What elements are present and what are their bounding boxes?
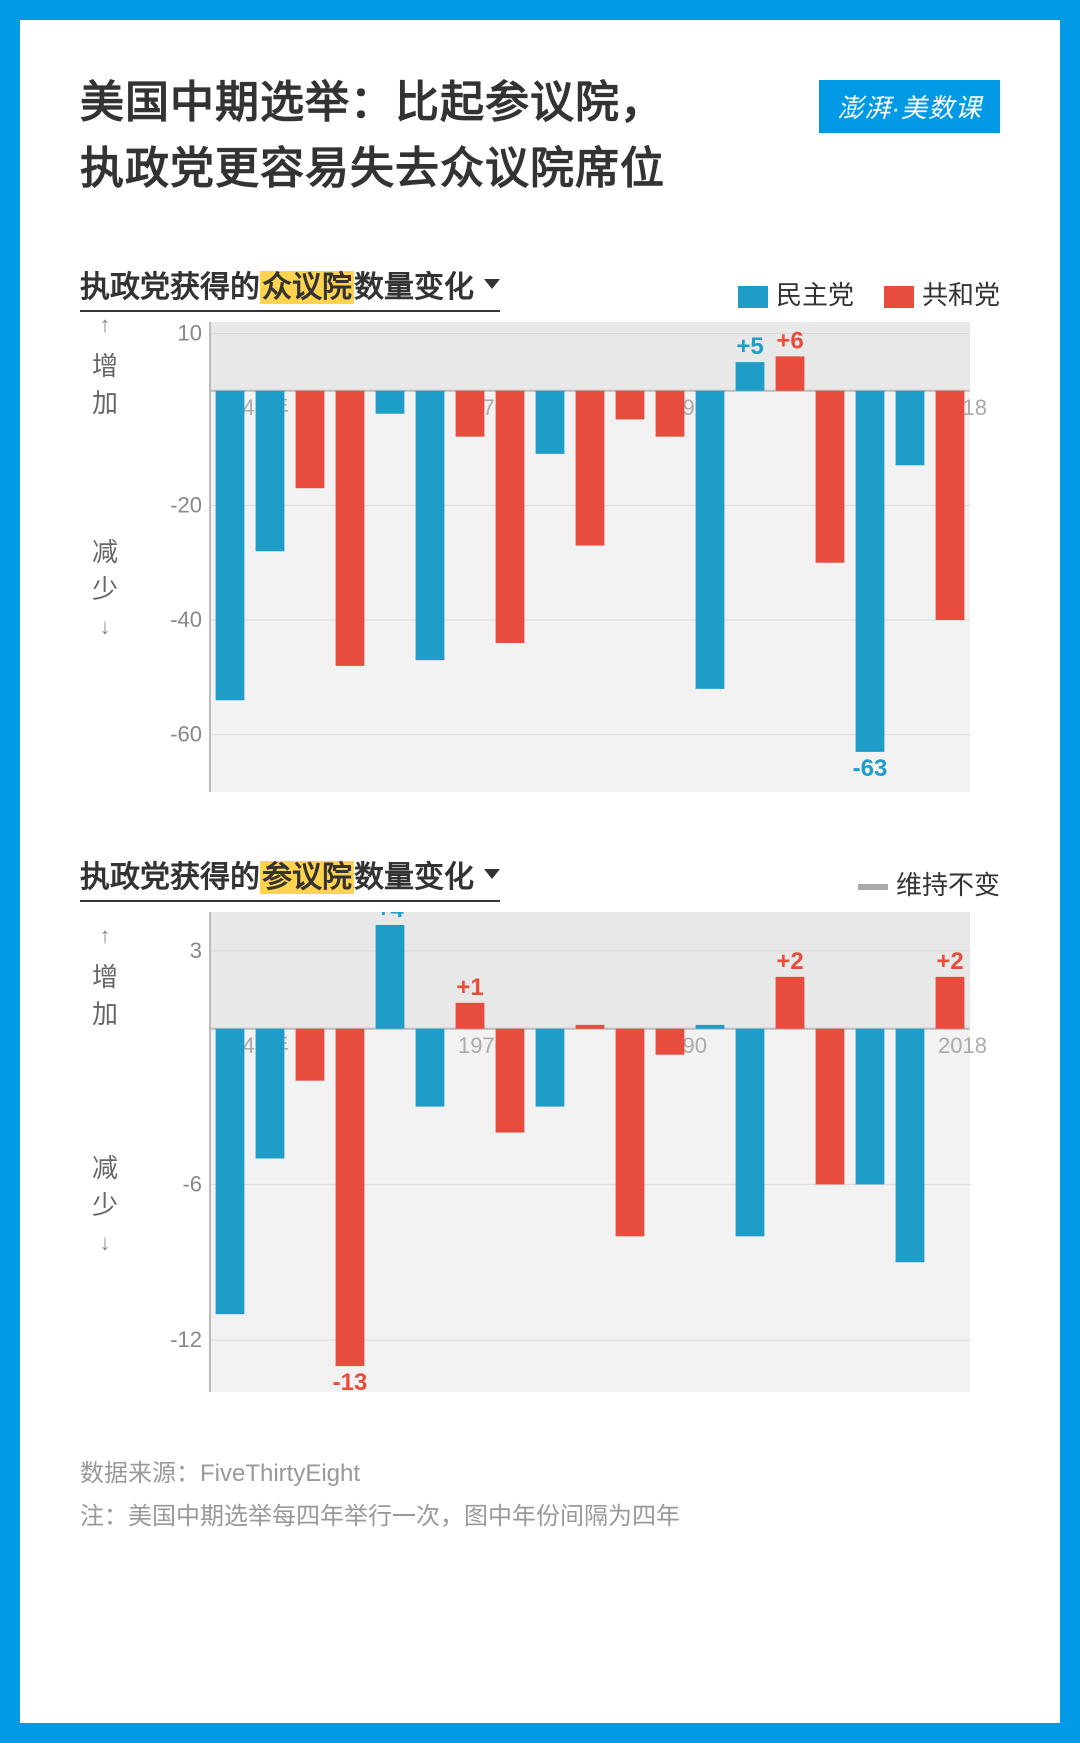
- chart-senate-svg: 3-6-121946年197019902018-13+4+1+2+2: [130, 912, 1000, 1392]
- brand-logo: 澎湃·美数课: [819, 80, 1000, 133]
- infographic-container: 澎湃·美数课 美国中期选举：比起参议院， 执政党更容易失去众议院席位 执政党获得…: [0, 0, 1080, 1743]
- svg-text:+2: +2: [936, 948, 963, 975]
- swatch-dem: [738, 286, 768, 308]
- title-line-2: 执政党更容易失去众议院席位: [80, 144, 665, 193]
- svg-text:2018: 2018: [938, 1033, 987, 1058]
- swatch-rep: [884, 286, 914, 308]
- note-value: 美国中期选举每四年举行一次，图中年份间隔为四年: [128, 1503, 680, 1530]
- chart-house-subtitle[interactable]: 执政党获得的众议院数量变化: [80, 262, 500, 312]
- chart-house-header: 执政党获得的众议院数量变化 民主党 共和党: [80, 262, 1000, 312]
- chart-senate: 执政党获得的参议院数量变化 维持不变 ↑增 加减 少↓ 3-6-121946年1…: [80, 852, 1000, 1392]
- svg-text:-40: -40: [170, 607, 202, 632]
- subtitle-text: 执政党获得的参议院数量变化: [80, 852, 474, 896]
- source-value: FiveThirtyEight: [200, 1460, 360, 1487]
- svg-text:+1: +1: [456, 974, 483, 1001]
- legend-item-neutral: 维持不变: [858, 865, 1000, 902]
- chevron-down-icon: [484, 869, 500, 879]
- legend-label-neutral: 维持不变: [896, 870, 1000, 900]
- footer-notes: 数据来源：FiveThirtyEight 注：美国中期选举每四年举行一次，图中年…: [80, 1452, 1000, 1538]
- logo-main: 澎湃·美数课: [837, 93, 982, 123]
- svg-text:-6: -6: [182, 1171, 202, 1196]
- subtitle-suffix: 数量变化: [354, 271, 474, 304]
- footer-source: 数据来源：FiveThirtyEight: [80, 1452, 1000, 1495]
- subtitle-prefix: 执政党获得的: [80, 861, 260, 894]
- subtitle-suffix: 数量变化: [354, 861, 474, 894]
- chart-senate-area: ↑增 加减 少↓ 3-6-121946年197019902018-13+4+1+…: [80, 912, 1000, 1392]
- legend-label-rep: 共和党: [922, 280, 1000, 310]
- legend-neutral: 维持不变: [858, 865, 1000, 902]
- chart-house-plot: 10-20-40-601946年197019902018+5+6-63: [130, 322, 1000, 792]
- chart-house-svg: 10-20-40-601946年197019902018+5+6-63: [130, 322, 1000, 792]
- swatch-neutral: [858, 884, 888, 890]
- legend-parties: 民主党 共和党: [738, 275, 1000, 312]
- source-label: 数据来源：: [80, 1460, 200, 1487]
- note-label: 注：: [80, 1503, 128, 1530]
- chevron-down-icon: [484, 279, 500, 289]
- svg-text:-13: -13: [333, 1369, 368, 1392]
- title-line-1: 美国中期选举：比起参议院，: [80, 78, 665, 127]
- chart-house-area: ↑增 加减 少↓ 10-20-40-601946年197019902018+5+…: [80, 322, 1000, 792]
- legend-item-rep: 共和党: [884, 275, 1000, 312]
- chart-house: 执政党获得的众议院数量变化 民主党 共和党 ↑增 加减 少↓ 10 -20 -40 -…: [80, 262, 1000, 792]
- svg-text:-12: -12: [170, 1327, 202, 1352]
- chart-senate-header: 执政党获得的参议院数量变化 维持不变: [80, 852, 1000, 902]
- yaxis-direction-labels: ↑增 加减 少↓: [80, 322, 130, 792]
- yaxis-direction-labels: ↑增 加减 少↓: [80, 912, 130, 1392]
- chart-senate-plot: 3-6-121946年197019902018-13+4+1+2+2: [130, 912, 1000, 1392]
- legend-label-dem: 民主党: [776, 280, 854, 310]
- svg-text:+6: +6: [776, 327, 803, 354]
- svg-text:-63: -63: [853, 755, 888, 782]
- footer-note: 注：美国中期选举每四年举行一次，图中年份间隔为四年: [80, 1495, 1000, 1538]
- chart-senate-subtitle[interactable]: 执政党获得的参议院数量变化: [80, 852, 500, 902]
- svg-text:+4: +4: [376, 912, 404, 923]
- subtitle-highlight: 参议院: [260, 861, 354, 894]
- svg-text:3: 3: [190, 938, 202, 963]
- svg-text:-60: -60: [170, 722, 202, 747]
- subtitle-prefix: 执政党获得的: [80, 271, 260, 304]
- svg-text:+2: +2: [776, 948, 803, 975]
- svg-text:+5: +5: [736, 333, 763, 360]
- legend-item-dem: 民主党: [738, 275, 854, 312]
- subtitle-highlight: 众议院: [260, 271, 354, 304]
- subtitle-text: 执政党获得的众议院数量变化: [80, 262, 474, 306]
- svg-text:-20: -20: [170, 492, 202, 517]
- svg-text:10: 10: [178, 322, 202, 345]
